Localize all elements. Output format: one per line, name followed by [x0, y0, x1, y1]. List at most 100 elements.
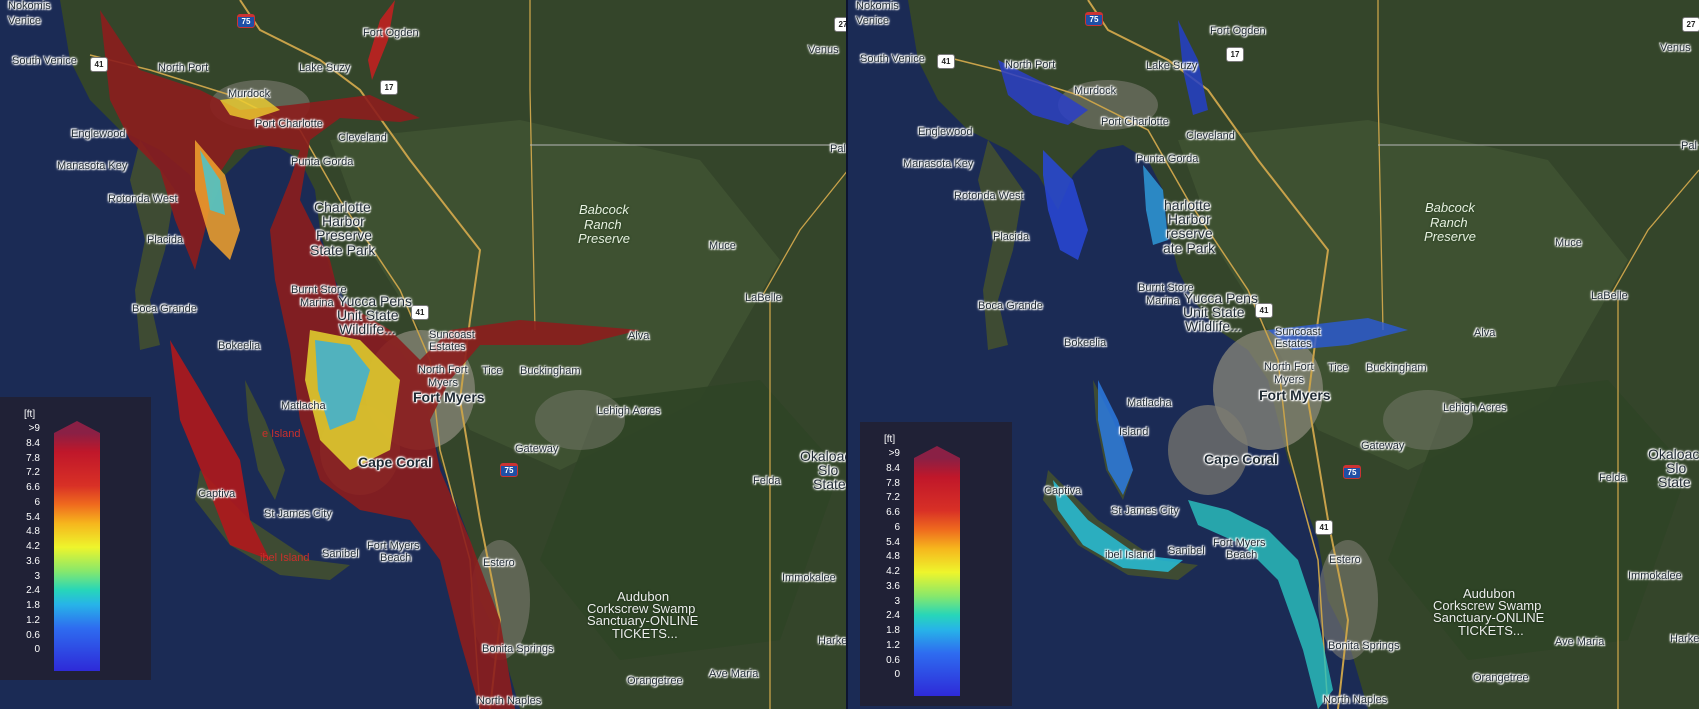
place-label: St James City — [1111, 505, 1179, 517]
refuge-label: ate Park — [1163, 240, 1216, 256]
legend-tick-label: 7.8 — [26, 452, 40, 464]
place-label: Lake Suzy — [299, 62, 351, 74]
flood-overlay-blue — [200, 150, 225, 215]
place-label: Matlacha — [281, 400, 326, 412]
place-label: Orangetree — [627, 675, 683, 687]
legend-tick-label: >9 — [888, 448, 900, 459]
gasparilla-island — [130, 140, 175, 350]
legend-tick-label: 7.2 — [26, 467, 40, 479]
flood-label: e Island — [262, 428, 301, 440]
place-label: Myers — [428, 377, 458, 389]
place-label: North Port — [1005, 59, 1056, 71]
legend-tick-label: 6 — [894, 521, 900, 533]
swamp-area — [540, 380, 840, 660]
pine-island — [245, 380, 285, 500]
legend-tick-label: 4.2 — [26, 541, 40, 552]
swamp-area — [1388, 380, 1688, 660]
place-label: Fort Ogden — [363, 27, 419, 39]
place-label: North Port — [158, 62, 209, 74]
place-label: Pal — [1681, 140, 1697, 152]
left-map-panel[interactable]: 75 41 17 27 75 41 Nokomis Venice South V… — [0, 0, 848, 709]
refuge-label: harlotte — [1164, 197, 1211, 213]
place-label: South Venice — [12, 55, 77, 67]
legend-tick-label: 4.8 — [26, 526, 40, 538]
flood-overlay-sanibel — [1053, 480, 1183, 572]
us-route-shield: 41 — [1255, 303, 1273, 318]
place-label: Okaloac — [1648, 446, 1699, 462]
place-label: Gateway — [515, 443, 559, 455]
place-label: Tice — [482, 365, 503, 377]
place-label: Immokalee — [1628, 570, 1682, 582]
place-label: Rotonda West — [954, 190, 1024, 202]
place-label: LaBelle — [745, 292, 782, 304]
place-label: Murdock — [228, 88, 271, 100]
poi-label: Corkscrew Swamp — [1433, 598, 1542, 613]
county-road-31 — [529, 0, 536, 331]
sr-29 — [1607, 169, 1699, 301]
place-label: Venus — [808, 44, 839, 56]
place-label: Captiva — [198, 488, 236, 500]
place-label: Buckingham — [1366, 362, 1427, 374]
refuge-label: Harbor — [322, 213, 365, 229]
place-label: Burnt Store — [291, 284, 347, 296]
route-shield: 17 — [1226, 47, 1244, 62]
place-label: Marina — [300, 297, 334, 309]
county-road-31 — [1377, 0, 1384, 331]
flood-overlay-estero — [1188, 500, 1333, 709]
route-shield: 27 — [834, 17, 848, 32]
place-label: Muce — [1555, 237, 1582, 249]
city-label-cape-coral: Cape Coral — [358, 454, 432, 470]
flood-overlay-pine-island — [1098, 380, 1133, 495]
place-label: Placida — [993, 231, 1030, 243]
place-label: South Venice — [860, 53, 925, 65]
refuge-label: State Park — [310, 242, 376, 258]
place-label: Beach — [1226, 549, 1258, 561]
flood-label: Island — [1119, 426, 1149, 438]
flood-overlay-cyan — [315, 340, 370, 430]
place-label: Estates — [1275, 338, 1312, 350]
us-route-shield: 41 — [90, 57, 108, 72]
place-label: Matlacha — [1127, 397, 1172, 409]
flood-overlay-placida — [1043, 150, 1088, 260]
place-label: Englewood — [918, 126, 973, 138]
place-label: Estates — [429, 341, 466, 353]
place-label: Venice — [8, 15, 42, 27]
place-label: Ave Maria — [709, 668, 759, 680]
place-label: North Naples — [1323, 694, 1388, 706]
flood-overlay-charlotte-harbor — [1143, 165, 1168, 245]
place-label: Suncoast — [429, 329, 475, 341]
place-label: Sanibel — [322, 548, 359, 560]
place-label: Cleveland — [338, 132, 387, 144]
flood-overlay-caloosahatchee — [1268, 318, 1408, 350]
place-label: Venice — [856, 15, 890, 27]
legend-tick-label: 8.4 — [26, 437, 40, 449]
park-label: Ranch — [1430, 215, 1468, 230]
urban-lehigh — [1383, 390, 1473, 450]
place-label: Fort Myers — [1213, 537, 1266, 549]
refuge-label: Unit State — [337, 307, 399, 323]
legend-tick-label: 3 — [894, 595, 900, 607]
place-label: Cleveland — [1186, 130, 1235, 142]
interstate-shield: 75 — [500, 463, 518, 477]
legend-tick-label: 4.2 — [886, 566, 900, 577]
place-label: Placida — [147, 234, 184, 246]
refuge-label: Preserve — [316, 227, 373, 243]
park-label: Preserve — [1424, 229, 1477, 244]
place-label: Okaloac — [800, 448, 848, 464]
poi-label: TICKETS... — [1458, 623, 1524, 638]
right-map-panel[interactable]: 75 41 17 27 75 41 41 Nokomis Venice Sout… — [848, 0, 1699, 709]
place-label: Boca Grande — [978, 300, 1043, 312]
legend-tick-label: 0.6 — [886, 654, 900, 666]
interstate-shield: 75 — [1085, 12, 1103, 26]
refuge-label: Unit State — [1183, 304, 1245, 320]
legend-tick-label: >9 — [28, 423, 40, 434]
place-label: State — [1658, 474, 1691, 490]
interstate-shield: 75 — [1343, 465, 1361, 479]
place-label: Bokeelia — [218, 340, 261, 352]
legend-color-bar — [914, 458, 960, 696]
route-shield: 17 — [380, 80, 398, 95]
left-map-canvas[interactable] — [0, 0, 848, 709]
gasparilla-island — [978, 140, 1023, 350]
place-label: North Fort — [1264, 361, 1314, 373]
place-label: Manasota Key — [903, 158, 974, 170]
